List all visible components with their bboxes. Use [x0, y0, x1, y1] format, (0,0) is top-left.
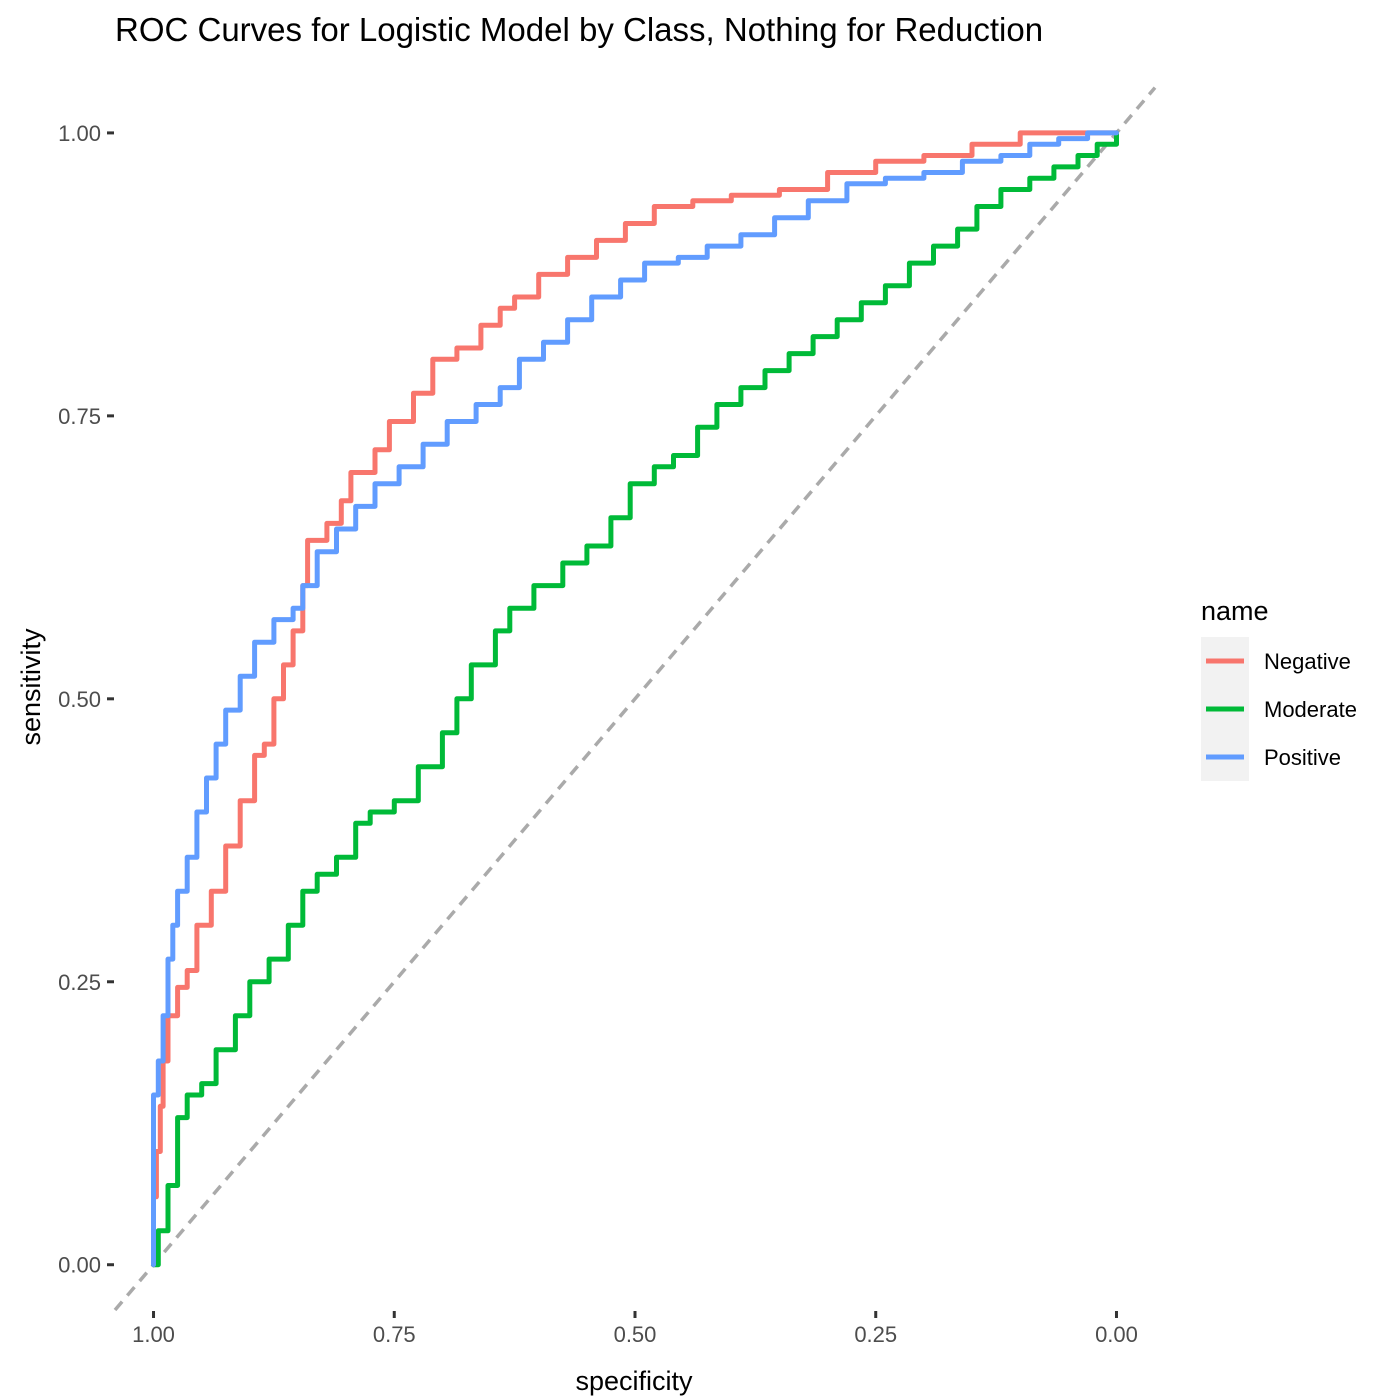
x-axis: 1.00 0.75 0.50 0.25 0.00: [132, 1311, 1138, 1347]
x-tick-label: 0.00: [1095, 1322, 1138, 1347]
series-line-positive: [151, 130, 1119, 1268]
y-tick-label: 0.00: [58, 1253, 101, 1278]
legend: name Negative Moderate Positive: [1201, 596, 1357, 781]
reference-diagonal-line: [113, 86, 1157, 1312]
legend-label-negative: Negative: [1264, 649, 1351, 674]
series-line-moderate: [151, 130, 1119, 1268]
y-axis: 0.00 0.25 0.50 0.75 1.00: [58, 121, 114, 1278]
chart-title: ROC Curves for Logistic Model by Class, …: [115, 11, 1043, 48]
series-line-negative: [151, 130, 1119, 1268]
y-tick-label: 0.50: [58, 687, 101, 712]
x-axis-title: specificity: [575, 1366, 693, 1396]
legend-label-moderate: Moderate: [1264, 697, 1357, 722]
y-tick-label: 0.25: [58, 970, 101, 995]
y-axis-title: sensitivity: [16, 628, 46, 746]
y-tick-label: 1.00: [58, 121, 101, 146]
y-tick-label: 0.75: [58, 404, 101, 429]
x-tick-label: 0.50: [614, 1322, 657, 1347]
x-tick-label: 0.25: [854, 1322, 897, 1347]
legend-title: name: [1201, 596, 1269, 626]
x-tick-label: 1.00: [132, 1322, 175, 1347]
legend-label-positive: Positive: [1264, 745, 1341, 770]
x-tick-label: 0.75: [373, 1322, 416, 1347]
plot-area: [113, 86, 1157, 1312]
